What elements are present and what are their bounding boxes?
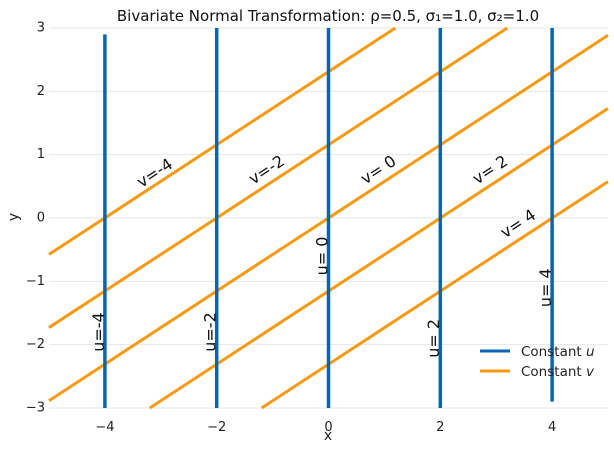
x-tick-label: 2 [436, 420, 444, 435]
y-tick-label: 1 [37, 147, 45, 162]
y-tick-label: 0 [37, 211, 45, 226]
y-tick-label: −3 [26, 401, 45, 416]
constant-v-line [148, 107, 609, 410]
u-line-label: u= 2 [424, 319, 443, 358]
u-line-label: u= 0 [312, 237, 331, 276]
constant-v-line [48, 26, 509, 329]
v-line-label: v= 4 [497, 205, 539, 242]
axis-ticks: −4 −2 0 2 4 −3 −2 −1 0 1 2 3 [26, 21, 556, 435]
chart-title: Bivariate Normal Transformation: ρ=0.5, … [117, 7, 539, 25]
legend-label: Constant u [521, 344, 595, 360]
u-line-label: u=-4 [89, 312, 108, 352]
legend-label: Constant v [521, 364, 595, 380]
x-axis-label: x [324, 428, 332, 444]
x-tick-label: −4 [95, 420, 114, 435]
v-line-label: v= 0 [357, 151, 399, 188]
u-line-label: u= 4 [536, 268, 555, 307]
constant-u-lines [103, 28, 554, 408]
constant-v-line [48, 26, 397, 256]
y-tick-label: 2 [37, 84, 45, 99]
v-line-label: v= 2 [469, 151, 511, 188]
constant-v-line [260, 180, 609, 410]
y-axis-label: y [6, 213, 22, 221]
u-line-label: u=-2 [201, 312, 220, 352]
v-line-label: v=-2 [245, 151, 288, 188]
legend: Constant u Constant v [480, 344, 595, 380]
x-tick-label: 4 [548, 420, 556, 435]
y-tick-label: −1 [26, 274, 45, 289]
y-tick-label: 3 [37, 21, 45, 36]
y-tick-label: −2 [26, 337, 45, 352]
x-tick-label: 0 [324, 420, 332, 435]
x-tick-label: −2 [207, 420, 226, 435]
